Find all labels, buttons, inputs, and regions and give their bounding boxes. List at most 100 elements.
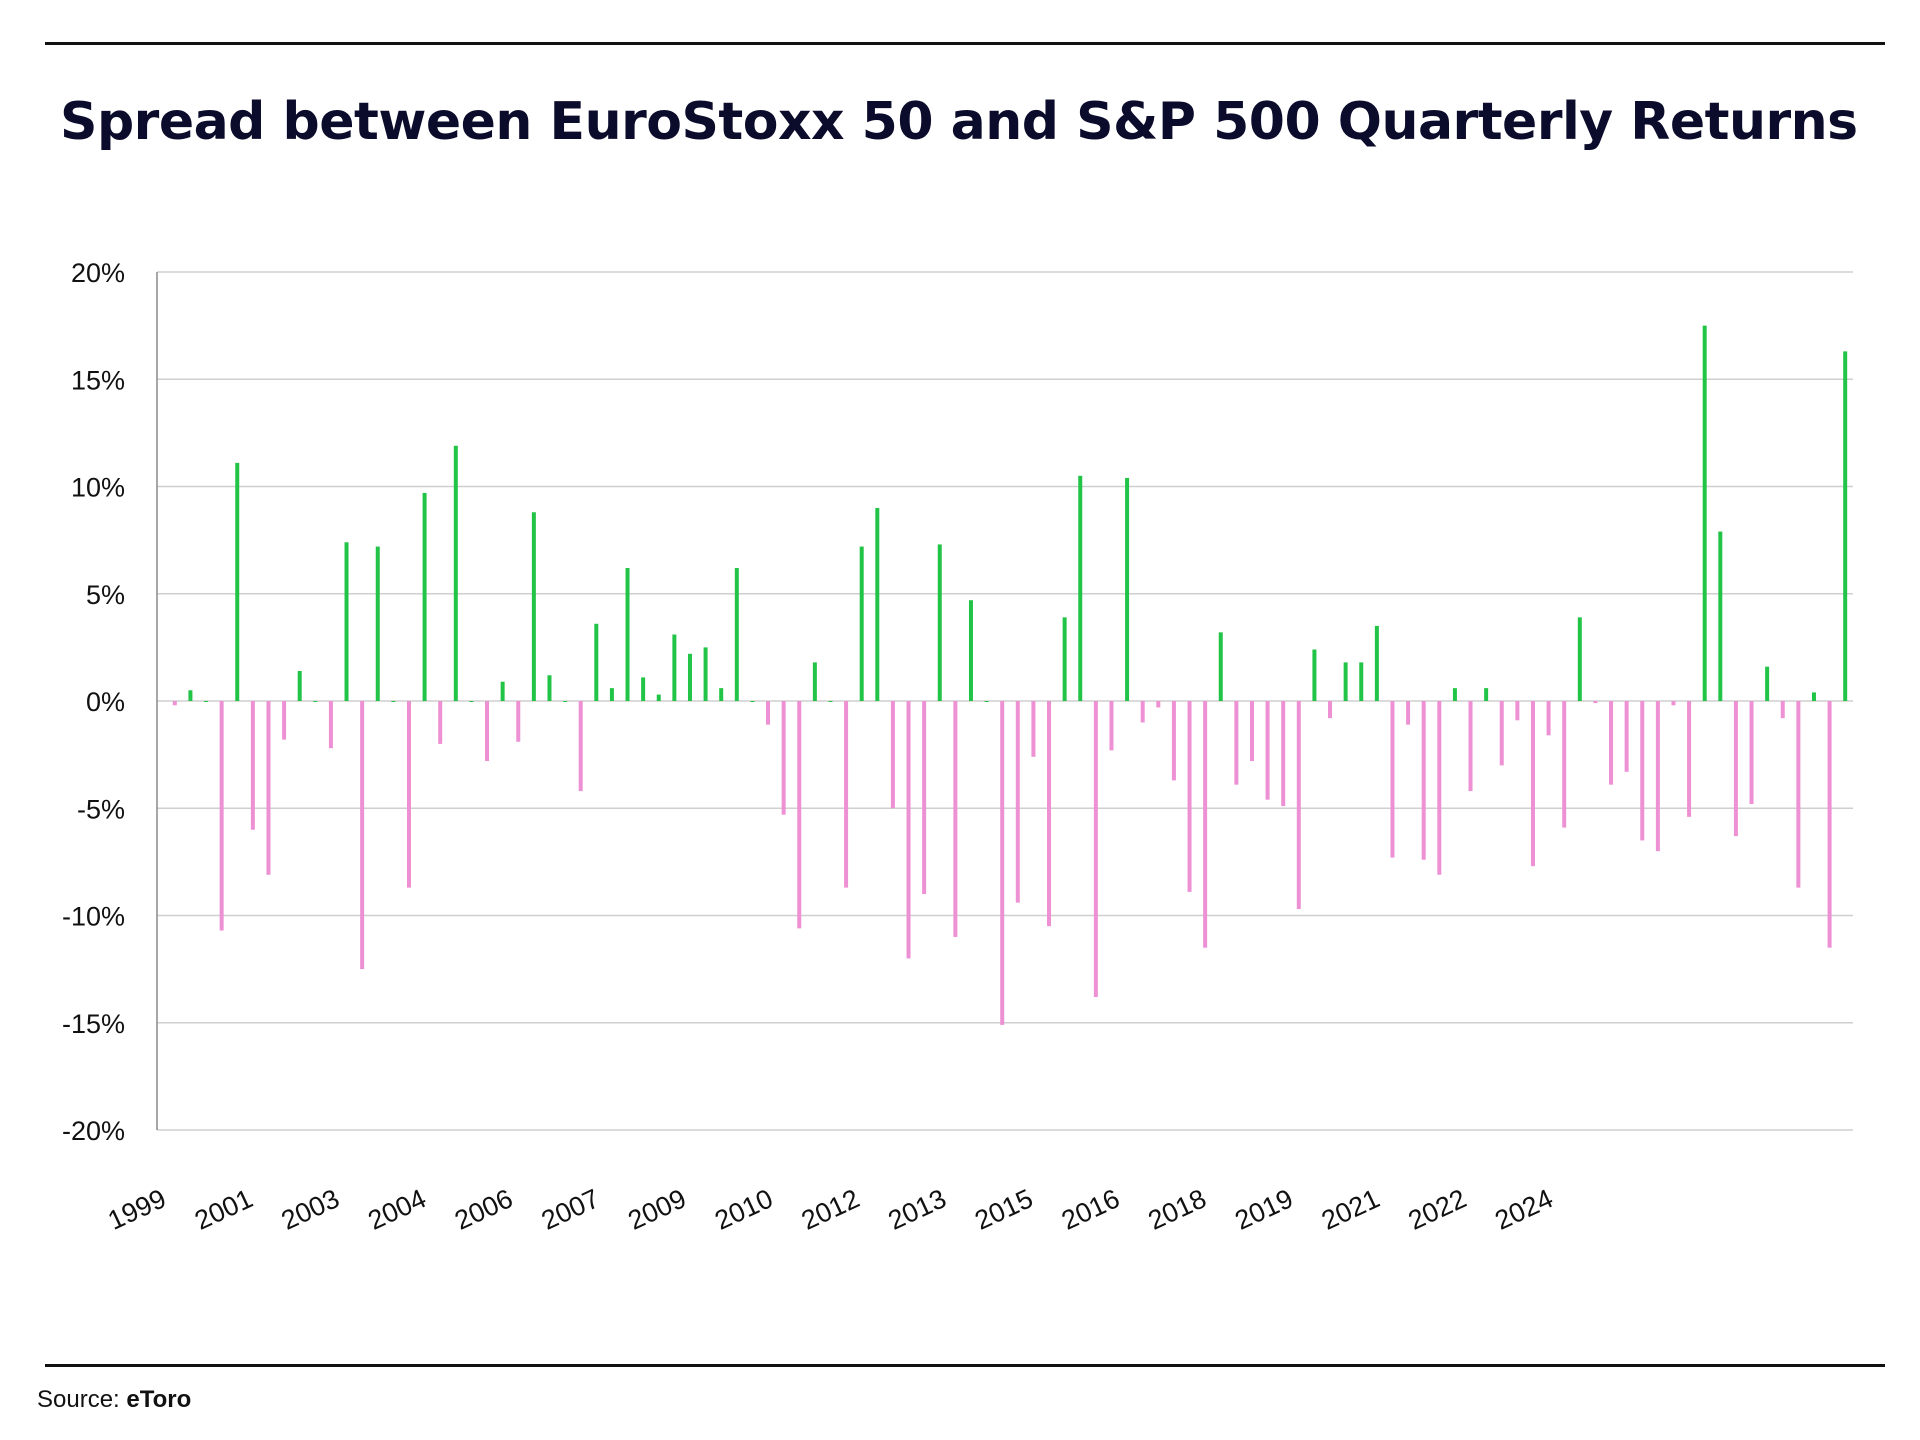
bar <box>1671 701 1676 706</box>
bar <box>1530 701 1535 867</box>
bar <box>937 544 942 701</box>
x-tick-label: 2010 <box>710 1183 777 1236</box>
bar <box>1421 701 1426 860</box>
bar <box>438 701 443 744</box>
grid-lines <box>157 271 1853 1131</box>
bottom-rule <box>45 1364 1885 1367</box>
bar <box>1125 477 1130 701</box>
bar <box>1827 701 1832 948</box>
bar <box>1765 666 1770 701</box>
x-tick-label: 2022 <box>1404 1183 1471 1236</box>
bar <box>1281 701 1286 807</box>
bar <box>1577 617 1582 701</box>
bar <box>1390 701 1395 858</box>
bar <box>1062 617 1067 701</box>
bar <box>1749 701 1754 804</box>
bar <box>797 701 802 929</box>
bar <box>1359 662 1364 701</box>
bar <box>828 701 833 702</box>
bar <box>219 701 224 931</box>
bar <box>344 542 349 701</box>
bar <box>1624 701 1629 772</box>
x-tick-label: 2015 <box>970 1183 1037 1236</box>
x-tick-label: 2018 <box>1144 1183 1211 1236</box>
bar <box>1437 701 1442 875</box>
bar <box>188 690 193 701</box>
bar <box>1796 701 1801 888</box>
bar <box>1109 701 1114 751</box>
bar <box>672 634 677 701</box>
bar <box>297 670 302 701</box>
bar <box>1265 701 1270 800</box>
bar <box>1171 701 1176 781</box>
bar <box>1249 701 1254 762</box>
bar <box>906 701 911 959</box>
bar <box>890 701 895 809</box>
x-tick-label: 2021 <box>1317 1183 1384 1236</box>
bar <box>1000 701 1005 1025</box>
bar <box>1687 701 1692 817</box>
bar <box>469 701 474 702</box>
bar <box>578 701 583 792</box>
bar <box>313 701 318 702</box>
bar <box>500 681 505 701</box>
bar <box>1156 701 1161 708</box>
bar <box>1484 688 1489 701</box>
y-tick-label: -5% <box>77 794 125 824</box>
bar <box>1546 701 1551 736</box>
x-tick-label: 2007 <box>537 1183 604 1236</box>
x-axis-ticks: 1999 2001 2003 2004 2006 2007 2009 2010 2012 2013… <box>103 1183 1557 1236</box>
bar <box>547 675 552 701</box>
bar <box>1328 701 1333 719</box>
bar <box>844 701 849 888</box>
bar <box>1406 701 1411 725</box>
bar <box>859 546 864 701</box>
y-tick-label: 0% <box>86 687 125 717</box>
page-title: Spread between EuroStoxx 50 and S&P 500 … <box>60 92 1858 152</box>
bar <box>204 701 209 702</box>
bar <box>1780 701 1785 719</box>
bar <box>250 701 255 830</box>
bar <box>1811 692 1816 701</box>
bar <box>1452 688 1457 701</box>
bar <box>734 568 739 701</box>
bar <box>235 462 240 701</box>
bar <box>172 701 177 706</box>
bar <box>1343 662 1348 701</box>
bar <box>328 701 333 749</box>
bar <box>953 701 958 937</box>
bar <box>1078 475 1083 701</box>
bar <box>1047 701 1052 927</box>
bar <box>656 694 661 701</box>
y-axis-ticks: 20% 15% 10% 5% 0% -5% -10% -15% -20% <box>62 258 125 1146</box>
bar <box>1733 701 1738 837</box>
source-label: Source: <box>37 1386 120 1413</box>
bar <box>1296 701 1301 910</box>
source-note: Source: eToro <box>37 1386 191 1414</box>
y-tick-label: 5% <box>86 580 125 610</box>
y-tick-label: -20% <box>62 1116 125 1146</box>
x-tick-label: 2006 <box>450 1183 517 1236</box>
top-rule <box>45 42 1885 45</box>
bar <box>1702 325 1707 701</box>
bar <box>1374 625 1379 701</box>
x-tick-label: 2004 <box>363 1183 430 1236</box>
x-tick-label: 2013 <box>884 1183 951 1236</box>
bar <box>1640 701 1645 841</box>
bar <box>1218 632 1223 701</box>
bar <box>1609 701 1614 785</box>
x-tick-label: 2012 <box>797 1183 864 1236</box>
bar <box>781 701 786 815</box>
bar <box>1031 701 1036 757</box>
bar <box>594 623 599 701</box>
y-tick-label: 10% <box>71 473 125 503</box>
x-tick-label: 2016 <box>1057 1183 1124 1236</box>
bars <box>172 325 1848 1025</box>
bar <box>641 677 646 701</box>
bar <box>687 653 692 701</box>
bar <box>1187 701 1192 892</box>
y-tick-label: 15% <box>71 365 125 395</box>
bar <box>1234 701 1239 785</box>
bar <box>1015 701 1020 903</box>
